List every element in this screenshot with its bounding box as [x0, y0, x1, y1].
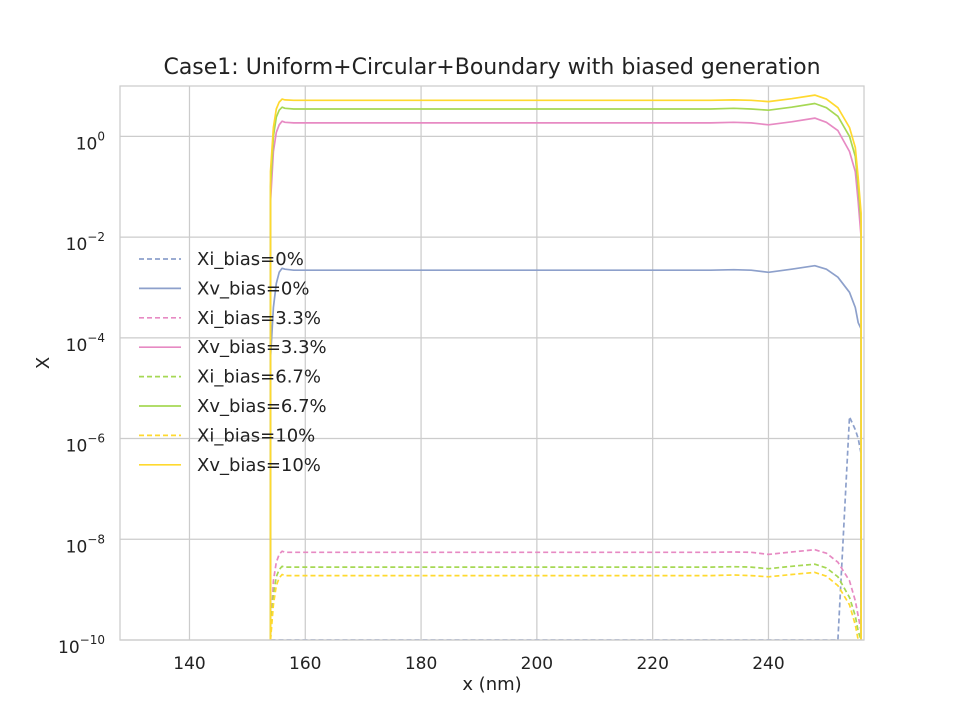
y-tick-label: 10−2	[66, 230, 105, 255]
series-line-xv-bias-10-	[269, 94, 862, 640]
x-tick-label: 200	[521, 654, 553, 674]
legend-label: Xi_bias=10%	[197, 425, 315, 446]
series-line-xi-bias-3-3-	[269, 548, 862, 640]
legend-label: Xv_bias=6.7%	[197, 396, 327, 417]
series-line-xi-bias-10-	[269, 571, 862, 640]
legend-label: Xi_bias=6.7%	[197, 367, 321, 388]
y-tick-label: 100	[76, 129, 105, 154]
legend-label: Xv_bias=0%	[197, 278, 309, 299]
y-axis-label: X	[33, 357, 54, 369]
x-tick-labels: 140 160 180 200 220 240	[173, 654, 784, 674]
legend-label: Xi_bias=3.3%	[197, 308, 321, 329]
x-tick-label: 220	[636, 654, 668, 674]
y-tick-labels: 10−10 10−8 10−6 10−4 10−2 100	[58, 129, 105, 658]
legend-label: Xv_bias=3.3%	[197, 337, 327, 358]
y-tick-label: 10−8	[66, 532, 105, 557]
legend-label: Xi_bias=0%	[197, 249, 304, 270]
legend-label: Xv_bias=10%	[197, 455, 321, 476]
x-tick-label: 240	[752, 654, 784, 674]
legend: Xi_bias=0% Xv_bias=0% Xi_bias=3.3% Xv_bias=…	[139, 249, 327, 476]
x-tick-label: 140	[173, 654, 205, 674]
x-axis-label: x (nm)	[462, 674, 521, 695]
series-line-xv-bias-0-	[269, 264, 862, 640]
series-lines	[269, 94, 862, 640]
y-tick-label: 10−10	[58, 633, 105, 658]
grid-lines	[120, 86, 864, 641]
series-line-xv-bias-3-3-	[269, 117, 862, 640]
chart-title: Case1: Uniform+Circular+Boundary with bi…	[163, 55, 820, 80]
series-line-xi-bias-0-	[270, 415, 862, 640]
series-line-xv-bias-6-7-	[269, 102, 862, 640]
plot-frame	[119, 85, 865, 641]
series-line-xi-bias-6-7-	[269, 563, 862, 640]
y-tick-label: 10−6	[66, 432, 105, 457]
y-tick-label: 10−4	[66, 331, 105, 356]
x-tick-label: 160	[289, 654, 321, 674]
x-tick-label: 180	[405, 654, 437, 674]
plot-area	[120, 86, 864, 640]
